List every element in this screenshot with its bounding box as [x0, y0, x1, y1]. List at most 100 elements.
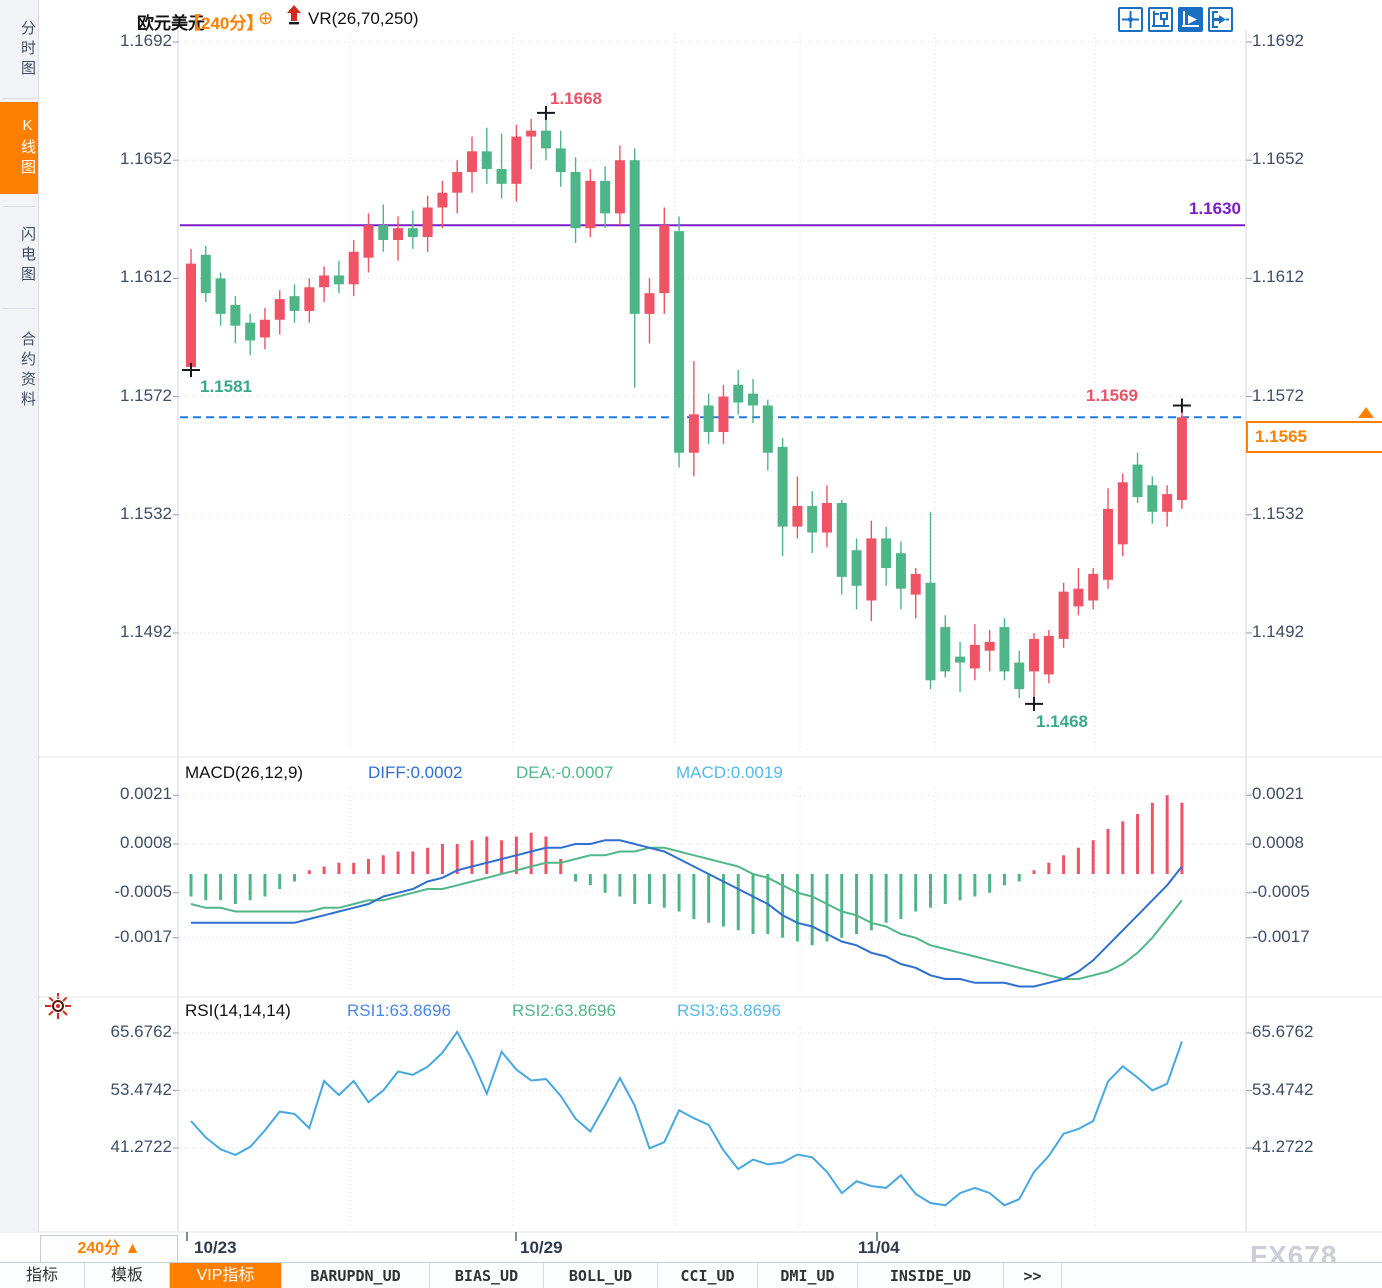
y-label-main-right: 1.1692 — [1252, 31, 1304, 50]
y-label-macd-right: 0.0008 — [1252, 833, 1304, 852]
macd-diff-label: DIFF:0.0002 — [368, 763, 463, 782]
candle — [659, 225, 670, 294]
candle — [910, 573, 921, 595]
y-label-main-right: 1.1612 — [1252, 267, 1304, 286]
add-indicator-icon[interactable]: ⊕ — [258, 8, 274, 28]
candle — [866, 538, 877, 601]
symbol-title: 欧元美元 — [137, 14, 205, 33]
y-label-main-right: 1.1532 — [1252, 504, 1304, 523]
tab-more[interactable]: >> — [1004, 1263, 1062, 1288]
candle — [215, 278, 226, 314]
hot-sun-icon[interactable] — [44, 992, 72, 1022]
vr-arrow-icon — [287, 5, 301, 25]
sidebar-tab-contract-info[interactable]: 合约资料 — [19, 331, 36, 411]
candle — [259, 319, 270, 338]
candle — [1014, 662, 1025, 690]
sidebar-divider — [3, 206, 35, 207]
candle — [1088, 573, 1099, 601]
vr-indicator-label: VR(26,70,250) — [308, 9, 419, 28]
candle — [777, 446, 788, 527]
annotation-first-low: 1.1581 — [200, 377, 252, 396]
sidebar-tab-flash[interactable]: 闪电图 — [19, 226, 36, 286]
axes-play-icon[interactable] — [1178, 7, 1203, 32]
y-label-macd-right: 0.0021 — [1252, 784, 1304, 803]
candle — [333, 275, 344, 285]
candle — [821, 502, 832, 533]
candle — [1132, 464, 1143, 498]
tabbar-filler — [1062, 1263, 1382, 1288]
y-label-main-right: 1.1492 — [1252, 622, 1304, 641]
candle — [762, 405, 773, 453]
dea-line — [190, 846, 1183, 980]
sidebar-tab-timeline[interactable]: 分时图 — [19, 20, 36, 80]
candle — [304, 287, 315, 311]
candle — [1102, 508, 1113, 580]
y-label-rsi-right: 41.2722 — [1252, 1137, 1314, 1156]
candle — [540, 130, 551, 149]
x-date-label: 10/29 — [520, 1238, 563, 1257]
candle — [1162, 494, 1173, 512]
candle — [688, 414, 699, 453]
candle — [319, 275, 330, 288]
period-tag[interactable]: 【240分】 — [184, 14, 264, 33]
rsi2-label: RSI2:63.8696 — [512, 1001, 616, 1020]
y-label-rsi: 65.6762 — [110, 1022, 172, 1041]
candle — [245, 322, 256, 341]
rsi3-label: RSI3:63.8696 — [677, 1001, 781, 1020]
tab-boll-ud[interactable]: BOLL_UD — [544, 1263, 658, 1288]
tab-vip-indicator[interactable]: VIP指标 — [170, 1263, 282, 1288]
candle — [881, 538, 892, 568]
grid-layer — [0, 30, 1382, 1241]
candle — [955, 656, 966, 663]
candle — [348, 251, 359, 285]
candle — [422, 207, 433, 238]
tab-inside-ud[interactable]: INSIDE_UD — [858, 1263, 1004, 1288]
candle — [851, 550, 862, 586]
tab-barupdn-ud[interactable]: BARUPDN_UD — [282, 1263, 430, 1288]
candle — [718, 396, 729, 433]
rsi-title: RSI(14,14,14) — [185, 1001, 291, 1020]
left-sidebar: 分时图 K线图 闪电图 合约资料 — [0, 0, 39, 1232]
candle — [836, 502, 847, 577]
candle — [1176, 417, 1187, 501]
exit-right-icon[interactable] — [1208, 7, 1233, 32]
sidebar-tab-candlestick[interactable]: K线图 — [0, 102, 38, 194]
candle — [230, 304, 241, 326]
annotation-final-high: 1.1569 — [1086, 386, 1138, 405]
y-label-macd-right: -0.0005 — [1252, 882, 1310, 901]
candle — [274, 299, 285, 320]
y-label-rsi-right: 65.6762 — [1252, 1022, 1314, 1041]
macd-dea-label: DEA:-0.0007 — [516, 763, 614, 782]
diff-line — [191, 839, 1183, 988]
candle — [807, 505, 818, 533]
period-selector[interactable]: 240分 ▲ — [40, 1235, 178, 1263]
candle — [378, 225, 389, 240]
candle — [644, 293, 655, 314]
candle — [984, 641, 995, 651]
y-label-macd: 0.0021 — [120, 784, 172, 803]
candle — [1147, 485, 1158, 512]
y-label-main: 1.1492 — [120, 622, 172, 641]
tab-bias-ud[interactable]: BIAS_UD — [430, 1263, 544, 1288]
candle — [895, 553, 906, 589]
candle — [703, 405, 714, 433]
axes-icon[interactable] — [1148, 7, 1173, 32]
tab-indicator[interactable]: 指标 — [0, 1263, 85, 1288]
candle — [393, 228, 404, 240]
tab-dmi-ud[interactable]: DMI_UD — [758, 1263, 858, 1288]
candles-layer — [180, 112, 1245, 704]
y-label-macd: 0.0008 — [120, 833, 172, 852]
crosshair-icon[interactable] — [1118, 7, 1143, 32]
y-label-main: 1.1612 — [120, 267, 172, 286]
y-label-main: 1.1692 — [120, 31, 172, 50]
candle — [289, 296, 300, 311]
y-label-macd: -0.0017 — [114, 927, 172, 946]
candle — [526, 130, 537, 137]
rsi-layer — [190, 1030, 1183, 1207]
tab-cci-ud[interactable]: CCI_UD — [658, 1263, 758, 1288]
candle — [1029, 638, 1040, 672]
candle — [940, 627, 951, 672]
tab-template[interactable]: 模板 — [85, 1263, 170, 1288]
x-date-label: 10/23 — [194, 1238, 237, 1257]
